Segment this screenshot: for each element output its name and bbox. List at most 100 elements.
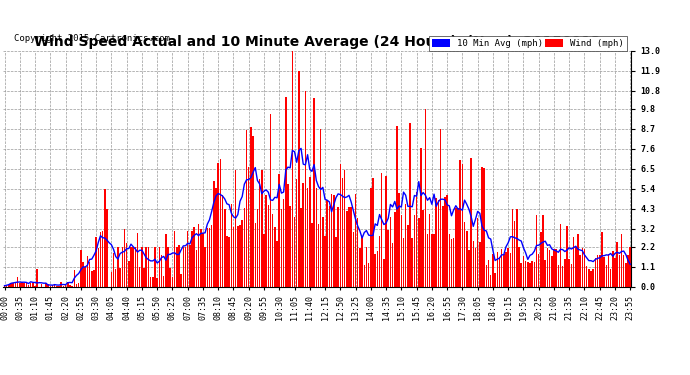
Bar (571, 264, 572, 287)
Bar (157, 278, 158, 287)
Bar (320, 129, 322, 287)
Bar (344, 170, 346, 287)
Bar (582, 248, 583, 287)
Text: Copyright 2015 Cartronics.com: Copyright 2015 Cartronics.com (14, 34, 170, 43)
Bar (200, 229, 201, 287)
Bar (497, 252, 498, 287)
Bar (357, 218, 359, 287)
Bar (106, 209, 108, 287)
Bar (165, 234, 167, 287)
Bar (503, 254, 504, 287)
Bar (625, 263, 627, 287)
Bar (492, 254, 493, 287)
Bar (311, 223, 313, 287)
Bar (516, 209, 518, 287)
Bar (422, 210, 424, 287)
Bar (403, 237, 404, 287)
Bar (172, 277, 173, 287)
Bar (276, 241, 278, 287)
Bar (204, 247, 206, 287)
Bar (608, 255, 609, 287)
Bar (527, 261, 529, 287)
Bar (191, 231, 193, 287)
Bar (621, 234, 622, 287)
Bar (37, 269, 38, 287)
Bar (28, 285, 29, 287)
Bar (274, 226, 275, 287)
Bar (590, 271, 592, 287)
Bar (121, 247, 123, 287)
Bar (505, 252, 506, 287)
Bar (426, 234, 428, 287)
Bar (237, 226, 239, 287)
Bar (531, 261, 533, 287)
Bar (573, 237, 574, 287)
Bar (287, 184, 288, 287)
Bar (529, 262, 531, 287)
Bar (202, 233, 204, 287)
Bar (126, 243, 128, 287)
Bar (30, 283, 32, 287)
Bar (132, 247, 134, 287)
Bar (307, 188, 308, 287)
Bar (372, 178, 374, 287)
Bar (370, 188, 372, 287)
Bar (577, 234, 579, 287)
Bar (322, 217, 324, 287)
Bar (479, 242, 481, 287)
Bar (584, 249, 585, 287)
Title: Wind Speed Actual and 10 Minute Average (24 Hours)  (New)  20150913: Wind Speed Actual and 10 Minute Average … (34, 36, 601, 50)
Bar (102, 231, 103, 287)
Bar (130, 247, 132, 287)
Bar (250, 127, 252, 287)
Bar (535, 215, 538, 287)
Bar (63, 286, 64, 287)
Bar (226, 236, 228, 287)
Bar (383, 259, 384, 287)
Bar (65, 285, 66, 287)
Bar (289, 206, 291, 287)
Bar (464, 222, 465, 287)
Bar (167, 247, 169, 287)
Bar (187, 231, 188, 287)
Bar (233, 227, 234, 287)
Bar (305, 91, 306, 287)
Bar (342, 177, 343, 287)
Bar (385, 176, 387, 287)
Bar (163, 276, 164, 287)
Bar (270, 114, 271, 287)
Bar (235, 170, 237, 287)
Bar (128, 261, 130, 287)
Bar (348, 207, 350, 287)
Bar (161, 255, 162, 287)
Bar (150, 277, 151, 287)
Bar (549, 251, 551, 287)
Bar (446, 195, 448, 287)
Bar (558, 265, 559, 287)
Bar (542, 215, 544, 287)
Bar (586, 266, 587, 287)
Bar (324, 236, 326, 287)
Bar (135, 247, 136, 287)
Bar (259, 179, 260, 287)
Bar (141, 247, 143, 287)
Bar (518, 248, 520, 287)
Bar (580, 255, 581, 287)
Bar (217, 163, 219, 287)
Bar (221, 195, 224, 287)
Bar (512, 209, 513, 287)
Bar (58, 286, 60, 287)
Bar (309, 177, 310, 287)
Bar (87, 256, 88, 287)
Bar (219, 159, 221, 287)
Bar (381, 173, 382, 287)
Bar (333, 195, 335, 287)
Bar (619, 255, 620, 287)
Bar (100, 232, 101, 287)
Bar (211, 225, 213, 287)
Bar (442, 206, 444, 287)
Bar (3, 285, 6, 287)
Bar (8, 284, 10, 287)
Bar (283, 199, 284, 287)
Bar (110, 272, 112, 287)
